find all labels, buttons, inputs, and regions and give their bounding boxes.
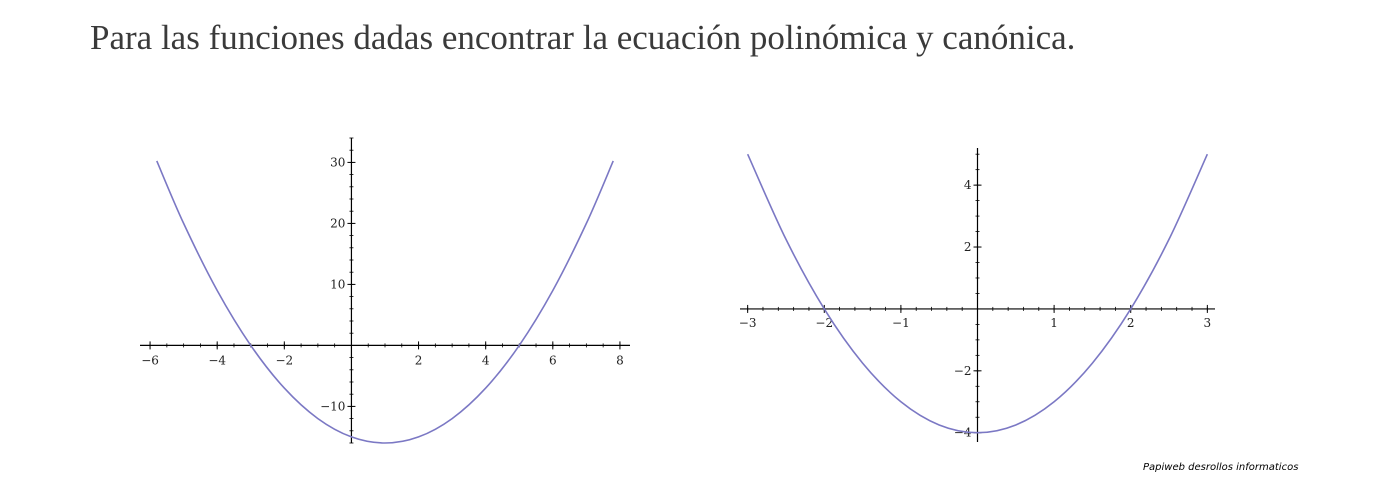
parabola-chart-2: −3 −2 −1 1 2 3 −4 −2 2 4 [739,148,1215,442]
x-tick-label: −2 [275,353,293,367]
page-title: Para las funciones dadas encontrar la ec… [90,18,1076,57]
x-tick-label: 3 [1204,316,1212,330]
x-tick-label: −2 [815,316,833,330]
y-tick-label: −10 [320,399,345,413]
credit-text: Papiweb desrollos informaticos [1143,462,1299,473]
y-tick-label: 10 [330,277,345,291]
x-tick-label: 6 [549,353,557,367]
parabola-curve [746,153,1209,434]
parabola-curve [156,160,614,444]
x-tick-label: −6 [141,353,159,367]
y-tick-label: 20 [330,216,345,230]
parabola-chart-1: −6 −4 −2 2 4 6 8 −10 10 20 30 [140,137,630,444]
x-tick-label: 8 [616,353,624,367]
y-tick-label: 4 [964,178,972,192]
x-tick-label: −3 [739,316,757,330]
y-tick-label: 2 [964,240,972,254]
x-tick-label: 4 [482,353,490,367]
x-tick-label: 2 [415,353,423,367]
y-tick-label: 30 [330,155,345,169]
x-tick-label: −1 [892,316,910,330]
y-tick-label: −2 [954,364,972,378]
x-tick-label: 1 [1050,316,1058,330]
x-tick-label: 2 [1127,316,1135,330]
y-tick-label: −4 [954,426,972,440]
x-tick-label: −4 [208,353,226,367]
